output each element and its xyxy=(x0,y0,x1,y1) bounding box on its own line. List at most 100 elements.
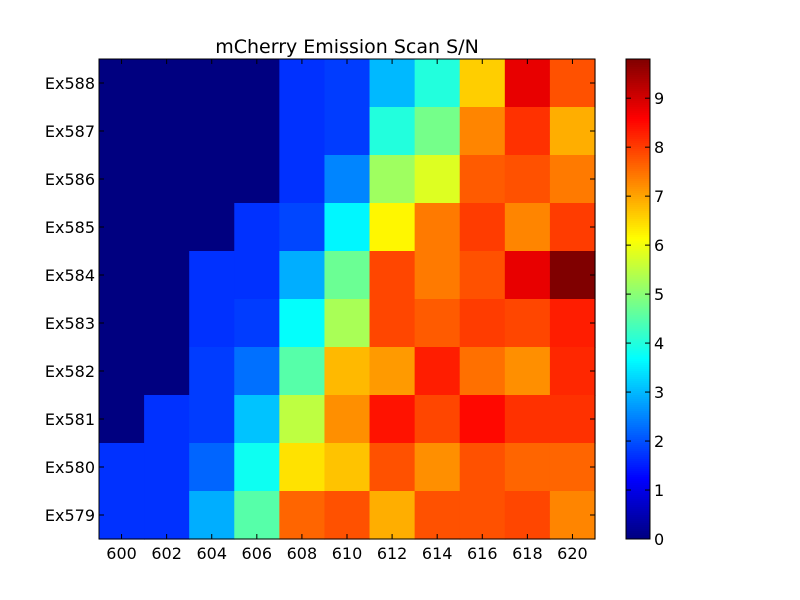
colorbar-segment xyxy=(626,459,650,462)
heatmap-cell xyxy=(549,107,596,156)
heatmap-cell xyxy=(369,59,416,108)
colorbar-segment xyxy=(626,477,650,480)
colorbar-segment xyxy=(626,289,650,292)
colorbar-segment xyxy=(626,321,650,324)
colorbar-segment xyxy=(626,331,650,334)
x-tick-label: 614 xyxy=(422,544,453,563)
colorbar-segment xyxy=(626,437,650,440)
y-tick-label: Ex582 xyxy=(45,362,95,381)
colorbar-segment xyxy=(626,381,650,384)
colorbar-segment xyxy=(626,361,650,364)
colorbar-segment xyxy=(626,125,650,128)
heatmap-cell xyxy=(459,203,506,252)
colorbar-segment xyxy=(626,461,650,464)
colorbar-segment xyxy=(626,149,650,152)
colorbar-segment xyxy=(626,313,650,316)
colorbar-segment xyxy=(626,431,650,434)
heatmap-cell xyxy=(369,443,416,492)
heatmap-cell xyxy=(279,203,326,252)
colorbar-segment xyxy=(626,201,650,204)
heatmap-cell xyxy=(504,443,551,492)
colorbar-segment xyxy=(626,173,650,176)
colorbar-segment xyxy=(626,145,650,148)
colorbar-segment xyxy=(626,535,650,538)
heatmap-cell xyxy=(234,443,280,492)
colorbar-segment xyxy=(626,495,650,498)
colorbar-segment xyxy=(626,123,650,126)
colorbar-segment xyxy=(626,253,650,256)
colorbar-segment xyxy=(626,71,650,74)
colorbar-segment xyxy=(626,169,650,172)
colorbar-segment xyxy=(626,399,650,402)
heatmap-cell xyxy=(369,395,416,444)
colorbar-segment xyxy=(626,421,650,424)
heatmap-cell xyxy=(369,251,416,300)
chart-title: mCherry Emission Scan S/N xyxy=(215,36,479,58)
colorbar-segment xyxy=(626,403,650,406)
colorbar-segment xyxy=(626,257,650,260)
heatmap-cell xyxy=(279,395,326,444)
colorbar-segment xyxy=(626,423,650,426)
colorbar-segment xyxy=(626,401,650,404)
colorbar-segment xyxy=(626,357,650,360)
colorbar-tick-label: 1 xyxy=(654,481,664,500)
heatmap-cell xyxy=(144,203,190,252)
colorbar-segment xyxy=(626,301,650,304)
colorbar-segment xyxy=(626,263,650,266)
heatmap-cell xyxy=(189,491,235,540)
heatmap-cell xyxy=(189,347,235,396)
colorbar-segment xyxy=(626,203,650,206)
colorbar-segment xyxy=(626,347,650,350)
colorbar-segment xyxy=(626,269,650,272)
x-tick-label: 612 xyxy=(377,544,408,563)
heatmap-cell xyxy=(279,59,326,108)
colorbar-segment xyxy=(626,389,650,392)
colorbar-segment xyxy=(626,339,650,342)
colorbar-segment xyxy=(626,77,650,80)
colorbar-segment xyxy=(626,237,650,240)
colorbar-segment xyxy=(626,195,650,198)
colorbar-segment xyxy=(626,479,650,482)
colorbar-segment xyxy=(626,501,650,504)
colorbar-segment xyxy=(626,259,650,262)
colorbar-segment xyxy=(626,121,650,124)
colorbar-segment xyxy=(626,147,650,150)
colorbar-segment xyxy=(626,307,650,310)
colorbar-tick-label: 9 xyxy=(654,89,664,108)
colorbar-segment xyxy=(626,171,650,174)
colorbar-segment xyxy=(626,463,650,466)
colorbar-segment xyxy=(626,445,650,448)
heatmap-cell xyxy=(189,299,235,348)
heatmap-cell xyxy=(189,59,235,108)
colorbar-segment xyxy=(626,167,650,170)
colorbar-segment xyxy=(626,61,650,64)
colorbar-segment xyxy=(626,207,650,210)
colorbar-segment xyxy=(626,497,650,500)
heatmap-cell xyxy=(504,395,551,444)
colorbar-segment xyxy=(626,317,650,320)
colorbar-segment xyxy=(626,79,650,82)
colorbar-segment xyxy=(626,329,650,332)
colorbar-segment xyxy=(626,275,650,278)
heatmap-cell xyxy=(324,251,371,300)
heatmap-cell xyxy=(504,299,551,348)
colorbar-segment xyxy=(626,369,650,372)
colorbar-segment xyxy=(626,511,650,514)
colorbar-segment xyxy=(626,233,650,236)
colorbar-segment xyxy=(626,439,650,442)
heatmap-cell xyxy=(414,203,461,252)
heatmap-cell xyxy=(279,155,326,204)
heatmap-cell xyxy=(459,107,506,156)
colorbar-segment xyxy=(626,135,650,138)
heatmap-cell xyxy=(459,251,506,300)
colorbar-segment xyxy=(626,417,650,420)
colorbar-segment xyxy=(626,211,650,214)
colorbar-segment xyxy=(626,87,650,90)
colorbar-segment xyxy=(626,159,650,162)
colorbar-segment xyxy=(626,503,650,506)
colorbar-segment xyxy=(626,185,650,188)
colorbar-segment xyxy=(626,115,650,118)
colorbar-segment xyxy=(626,345,650,348)
colorbar-segment xyxy=(626,303,650,306)
